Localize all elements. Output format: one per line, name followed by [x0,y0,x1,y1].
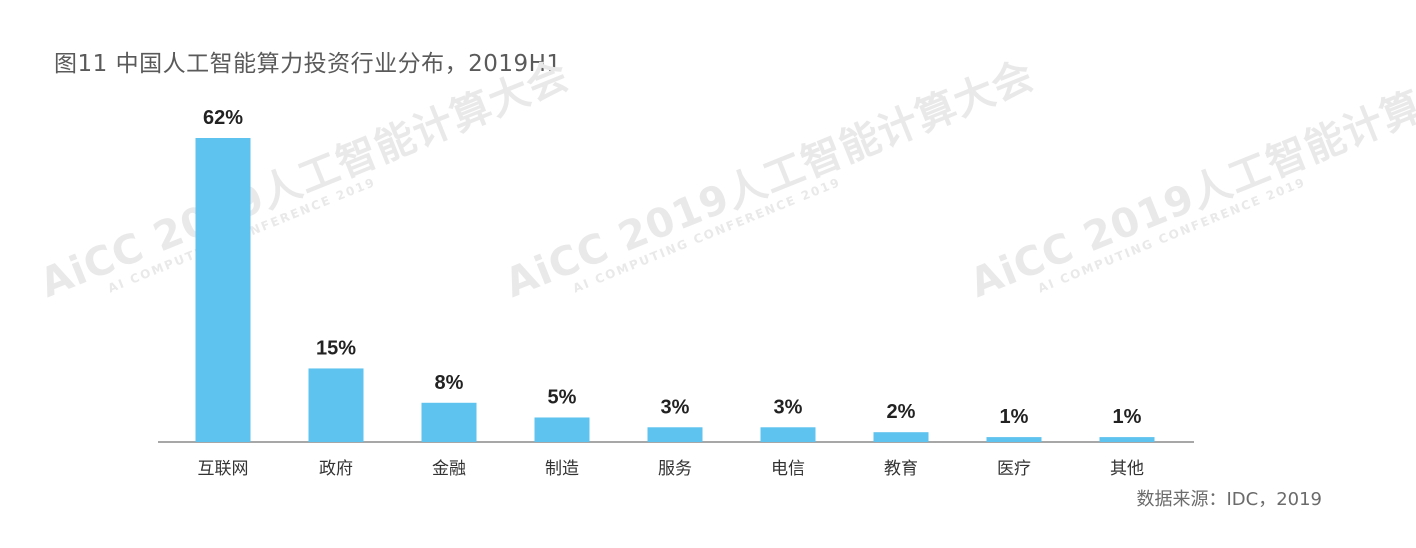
bar-9 [1099,437,1155,442]
value-label-3: 8% [435,372,464,394]
category-label-7: 教育 [884,459,918,479]
category-label-6: 电信 [771,459,805,479]
bar-4 [534,417,590,442]
category-label-2: 政府 [319,459,353,479]
value-label-1: 62% [203,107,243,129]
category-label-3: 金融 [432,459,466,479]
chart-title: 图11 中国人工智能算力投资行业分布，2019H1 [54,51,562,77]
bar-6 [760,427,816,442]
category-label-5: 服务 [658,459,692,479]
category-label-8: 医疗 [997,459,1031,479]
value-label-2: 15% [316,337,356,359]
bar-1 [195,138,251,442]
value-label-7: 2% [887,401,916,423]
bar-7 [873,432,929,442]
bar-8 [986,437,1042,442]
bar-3 [421,402,477,442]
value-label-8: 1% [1000,406,1029,428]
bar-5 [647,427,703,442]
category-label-1: 互联网 [198,459,249,479]
value-label-5: 3% [661,396,690,418]
bar-2 [308,368,364,442]
category-label-4: 制造 [545,459,579,479]
value-label-9: 1% [1113,406,1142,428]
value-label-6: 3% [774,396,803,418]
source-note: 数据来源：IDC，2019 [1136,489,1322,510]
value-label-4: 5% [548,386,577,408]
category-label-9: 其他 [1110,459,1144,479]
